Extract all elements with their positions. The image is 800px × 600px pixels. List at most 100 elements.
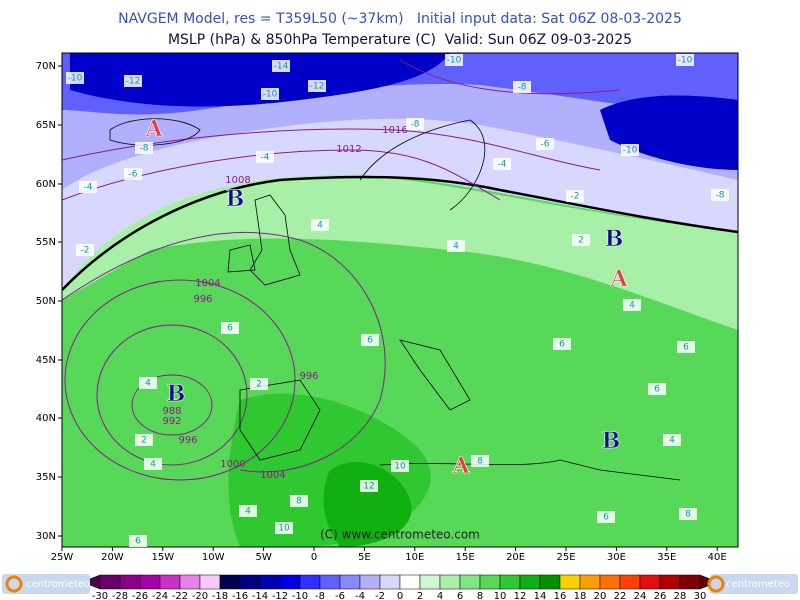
lat-label: 40N [36,413,56,424]
lon-label: 20W [101,552,124,563]
colorbar-cell [139,574,161,590]
isobar-label: 996 [178,435,197,446]
temperature-label: -2 [571,192,580,202]
temperature-label: -10 [623,146,638,156]
logo-box-right [710,574,798,594]
temperature-label: -8 [140,144,149,154]
pressure-center: A [609,266,628,292]
temperature-label-box [79,181,97,193]
lat-label: 45N [36,355,56,366]
lat-label: 55N [36,237,56,248]
temperature-label: 4 [145,379,151,389]
temperature-label: -8 [411,120,420,130]
pressure-center: A [451,453,470,479]
temperature-label-box [239,505,257,517]
colorbar-group: -30 -28 -26 -24 -22 -20 -18 -16 -14 -12 -10 -8 -6 -4-… [81,574,719,600]
temperature-label: 4 [150,460,156,470]
colorbar-cell [219,574,241,590]
colorbar-label: -10 [292,591,308,600]
isobar-label: 1000 [220,459,245,470]
temperature-label-box [66,72,84,84]
colorbar-label: 24 [634,591,647,600]
colorbar-cell [99,574,121,590]
temperature-label: -14 [274,62,289,72]
colorbar-cell [319,574,341,590]
temperature-label-box [663,434,681,446]
temperature-label-box [360,480,378,492]
colorbar-cell [499,574,521,590]
colorbar-cell [119,574,141,590]
lat-label: 30N [36,531,56,542]
temperature-label: 6 [367,336,373,346]
lon-label: 30E [607,552,626,563]
temperature-label-box [139,377,157,389]
colorbar-label: -2 [375,591,385,600]
temperature-label: -6 [129,170,138,180]
colorbar-cell [259,574,281,590]
lon-label: 25W [51,552,74,563]
colorbar-label: -6 [335,591,345,600]
temperature-label: 8 [477,457,483,467]
logo-icon-left [5,575,23,593]
temperature-label: 4 [245,507,251,517]
colorbar-label: 26 [654,591,667,600]
temperature-label: -10 [263,90,278,100]
lon-label: 40E [708,552,727,563]
colorbar-cell [659,574,681,590]
temperature-label: 8 [296,497,302,507]
temperature-label-box [493,158,511,170]
isobar-label: 1004 [260,470,285,481]
temperature-label: 8 [685,510,691,520]
lon-label: 35E [657,552,676,563]
temperature-label: 2 [256,380,262,390]
temperature-label-box [621,144,639,156]
coastlines [109,118,681,481]
isobar-label: 992 [162,416,181,427]
temperature-label-box [566,190,584,202]
colorbar-label: 20 [594,591,607,600]
colorbar-label: -28 [112,591,128,600]
lon-label: 25E [556,552,575,563]
temperature-label: -4 [261,153,270,163]
temperature-label-box [513,81,531,93]
isobar-label: 996 [299,371,318,382]
temperature-label: 6 [227,324,233,334]
temperature-label: -10 [678,56,693,66]
lat-label: 35N [36,472,56,483]
colorbar-label: -14 [252,591,268,600]
colorbar-cell [479,574,501,590]
colorbar-cell [579,574,601,590]
colorbar-cell [339,574,361,590]
temperature-label: 6 [603,513,609,523]
temperature-label: 4 [317,221,323,231]
pressure-center: A [144,116,163,142]
lon-label: 15E [456,552,475,563]
temperature-label: 10 [394,462,406,472]
temperature-label: -8 [716,191,725,201]
lat-label: 60N [36,179,56,190]
temperature-label: -8 [518,83,527,93]
pressure-center: B [167,381,186,407]
field-cold-4 [70,53,450,107]
temperature-label: 2 [578,236,584,246]
lon-label: 10W [202,552,225,563]
isobar-label: 1008 [225,175,250,186]
lat-label: 70N [36,61,56,72]
temperature-label-box [553,338,571,350]
colorbar-cell [159,574,181,590]
field-warm-2 [323,461,412,547]
colorbar-cell [199,574,221,590]
isobar-label: 988 [162,406,181,417]
temperature-label-box [536,138,554,150]
temperature-label: 4 [453,242,459,252]
colorbar-cell [419,574,441,590]
temperature-label-box [711,189,729,201]
colorbar-label: 2 [417,591,423,600]
temperature-label-box [124,75,142,87]
colorbar-label: -30 [92,591,108,600]
colorbar-cell [439,574,461,590]
colorbar-cell [539,574,561,590]
temperature-label: -2 [81,246,90,256]
temperature-label-box [623,299,641,311]
colorbar-label: -16 [232,591,248,600]
